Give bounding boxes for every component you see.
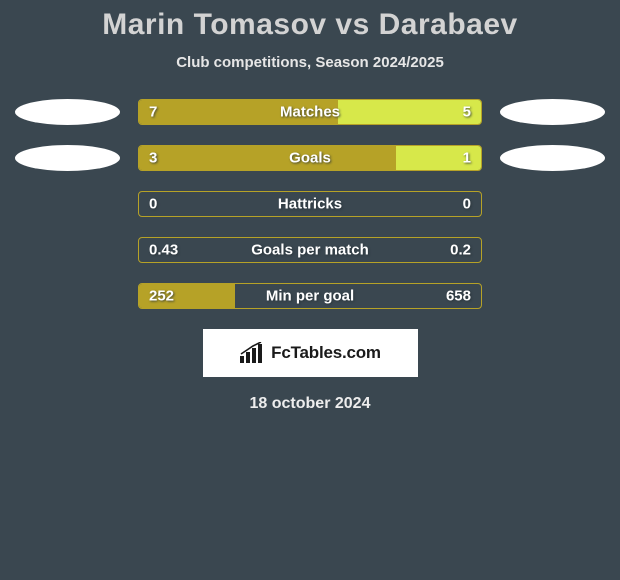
stat-row: 0.43 0.2 Goals per match	[0, 237, 620, 263]
stat-label: Min per goal	[266, 288, 354, 305]
subtitle: Club competitions, Season 2024/2025	[0, 54, 620, 71]
oval-spacer	[15, 283, 120, 309]
bar-fill-left	[139, 146, 396, 170]
stat-bar: 0.43 0.2 Goals per match	[138, 237, 482, 263]
oval-spacer	[500, 237, 605, 263]
player2-oval	[500, 145, 605, 171]
player2-name: Darabaev	[379, 8, 518, 41]
stat-value-right: 0	[463, 196, 471, 213]
stat-row: 252 658 Min per goal	[0, 283, 620, 309]
stat-row: 7 5 Matches	[0, 99, 620, 125]
stat-value-left: 3	[149, 150, 157, 167]
stat-label: Matches	[280, 104, 340, 121]
stat-bar: 252 658 Min per goal	[138, 283, 482, 309]
stat-bar: 0 0 Hattricks	[138, 191, 482, 217]
stat-value-left: 0	[149, 196, 157, 213]
stat-value-left: 0.43	[149, 242, 178, 259]
player1-oval	[15, 99, 120, 125]
stat-value-right: 658	[446, 288, 471, 305]
stat-label: Hattricks	[278, 196, 342, 213]
stat-rows: 7 5 Matches 3 1 Goals 0 0 Hattricks 0.43 0.2 Goals …	[0, 99, 620, 309]
comparison-card: Marin Tomasov vs Darabaev Club competiti…	[0, 0, 620, 413]
player1-name: Marin Tomasov	[102, 8, 326, 41]
stat-value-right: 5	[463, 104, 471, 121]
logo-text: FcTables.com	[271, 343, 381, 363]
stat-bar: 7 5 Matches	[138, 99, 482, 125]
oval-spacer	[15, 237, 120, 263]
stat-label: Goals per match	[251, 242, 369, 259]
stat-value-right: 1	[463, 150, 471, 167]
player2-oval	[500, 99, 605, 125]
oval-spacer	[15, 191, 120, 217]
oval-spacer	[500, 191, 605, 217]
stat-value-right: 0.2	[450, 242, 471, 259]
stat-row: 0 0 Hattricks	[0, 191, 620, 217]
stat-value-left: 252	[149, 288, 174, 305]
stat-value-left: 7	[149, 104, 157, 121]
stat-label: Goals	[289, 150, 331, 167]
stat-bar: 3 1 Goals	[138, 145, 482, 171]
oval-spacer	[500, 283, 605, 309]
page-title: Marin Tomasov vs Darabaev	[0, 8, 620, 42]
bar-fill-right	[338, 100, 481, 124]
chart-icon	[239, 342, 265, 364]
stat-row: 3 1 Goals	[0, 145, 620, 171]
date-text: 18 october 2024	[0, 395, 620, 413]
player1-oval	[15, 145, 120, 171]
vs-text: vs	[335, 8, 369, 41]
logo-box[interactable]: FcTables.com	[203, 329, 418, 377]
